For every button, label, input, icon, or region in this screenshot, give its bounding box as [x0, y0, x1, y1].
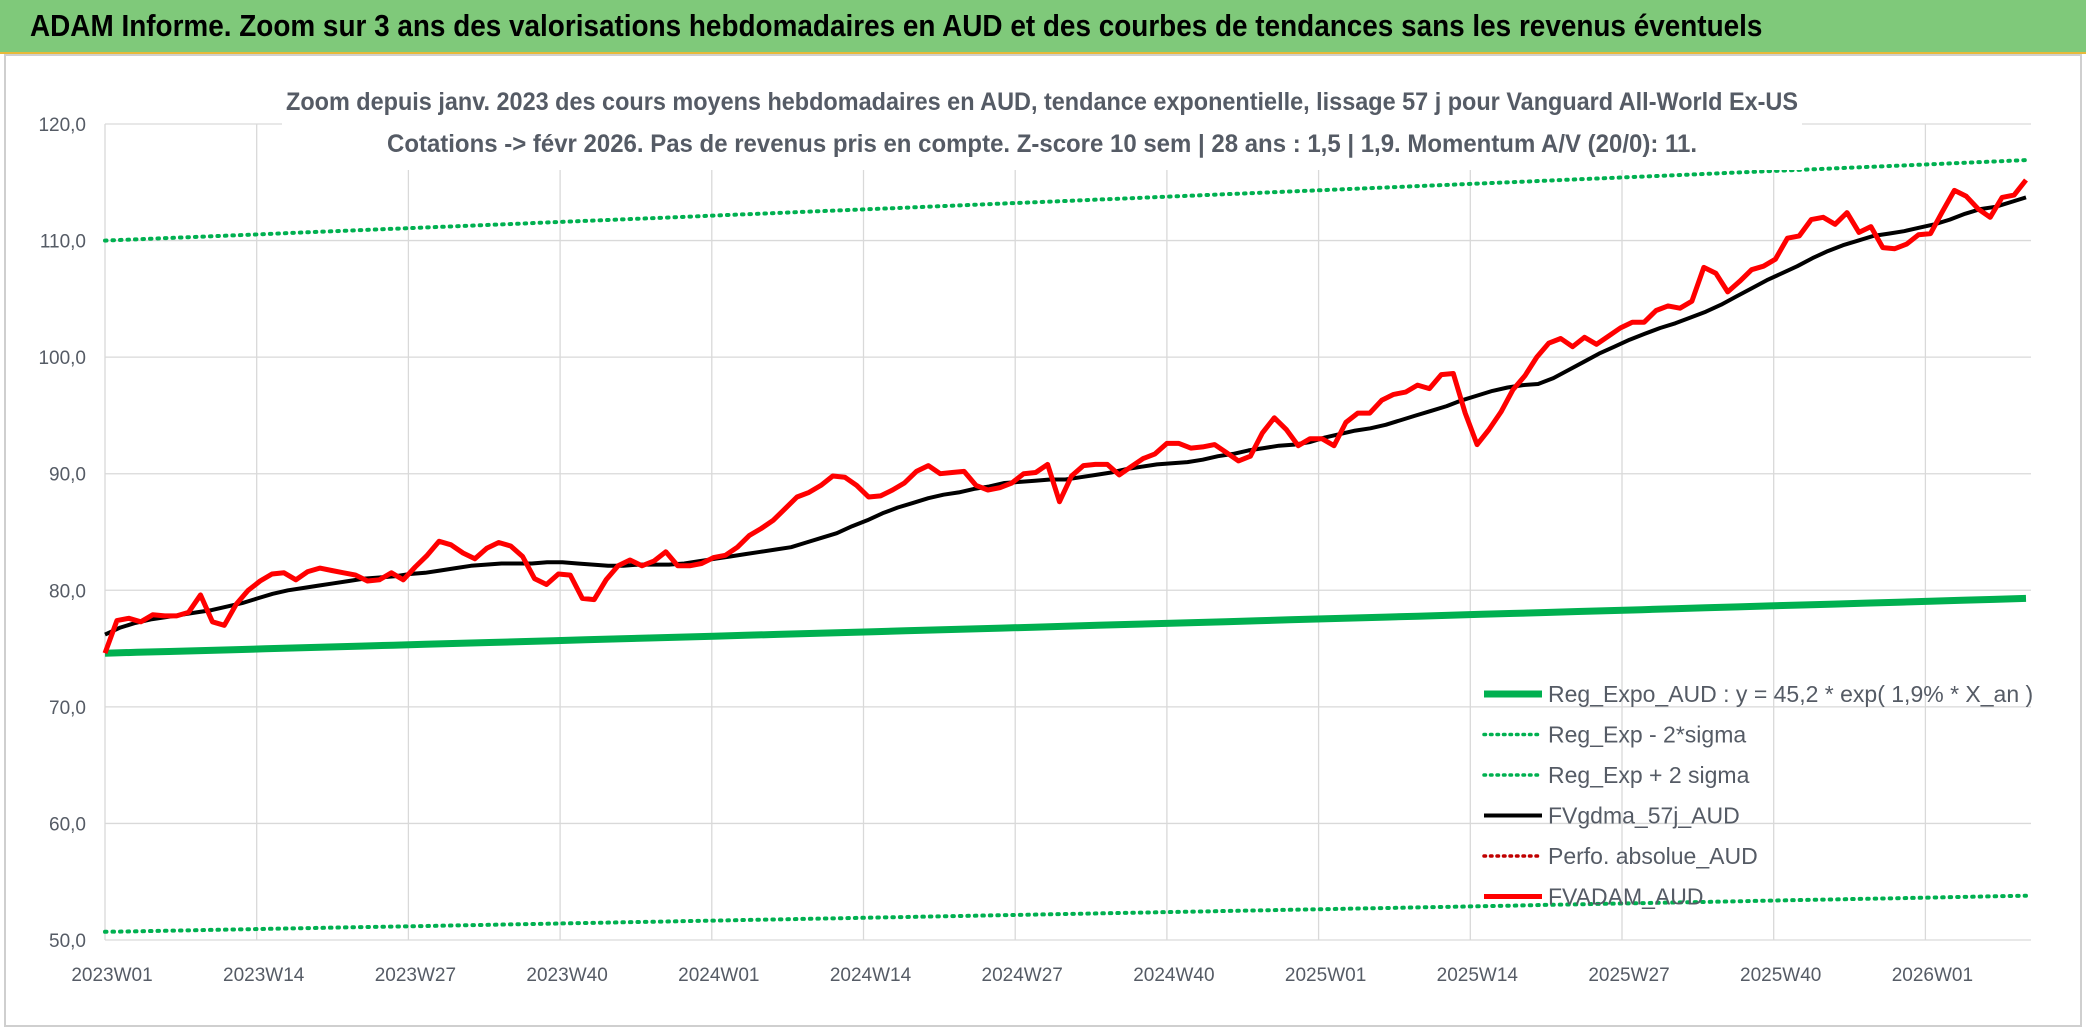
chart-title-line-2: Cotations -> févr 2026. Pas de revenus p…	[387, 130, 1697, 158]
y-tick-label: 120,0	[38, 115, 86, 136]
legend-label: Reg_Exp - 2*sigma	[1548, 722, 1746, 748]
series-reg-exp-plus-2sigma	[103, 158, 2028, 243]
series-fvgdma	[104, 195, 2027, 637]
series-layer	[102, 158, 2028, 934]
y-tick-label: 60,0	[49, 814, 86, 835]
legend: Reg_Expo_AUD : y = 45,2 * exp( 1,9% * X_…	[1482, 681, 2033, 910]
y-tick-label: 50,0	[49, 931, 86, 952]
y-axis: 50,0 60,0 70,0 80,0 90,0 100,0 110,0 120,0	[38, 115, 86, 952]
x-tick-label: 2023W14	[223, 965, 305, 986]
chart-frame	[4, 54, 2082, 1027]
legend-label: Reg_Expo_AUD : y = 45,2 * exp( 1,9% * X_…	[1548, 681, 2033, 707]
x-tick-label: 2023W01	[71, 965, 152, 986]
y-tick-label: 90,0	[49, 465, 86, 486]
y-tick-label: 110,0	[40, 232, 86, 253]
x-tick-label: 2025W27	[1588, 965, 1669, 986]
x-tick-label: 2024W01	[678, 965, 759, 986]
legend-label: Reg_Exp + 2 sigma	[1548, 762, 1750, 788]
series-fvadam	[102, 178, 2028, 655]
x-tick-label: 2025W01	[1285, 965, 1366, 986]
x-axis: 2023W01 2023W14 2023W27 2023W40 2024W01 2024W…	[71, 965, 1973, 986]
series-reg-exp-minus-2sigma	[103, 893, 2028, 934]
y-tick-label: 70,0	[49, 698, 86, 719]
series-reg-expo	[104, 594, 2027, 657]
legend-label: FVADAM_AUD	[1548, 884, 1704, 910]
y-tick-label: 80,0	[49, 581, 86, 602]
header-banner: ADAM Informe. Zoom sur 3 ans des valoris…	[0, 0, 2086, 54]
page-title: ADAM Informe. Zoom sur 3 ans des valoris…	[30, 8, 1763, 43]
legend-label: Perfo. absolue_AUD	[1548, 843, 1758, 869]
x-tick-label: 2023W40	[526, 965, 607, 986]
x-tick-label: 2023W27	[375, 965, 456, 986]
x-tick-label: 2025W40	[1740, 965, 1821, 986]
y-tick-label: 100,0	[38, 348, 86, 369]
x-tick-label: 2024W27	[982, 965, 1063, 986]
chart-title-line-1: Zoom depuis janv. 2023 des cours moyens …	[286, 88, 1798, 116]
x-tick-label: 2024W14	[830, 965, 912, 986]
x-tick-label: 2025W14	[1437, 965, 1519, 986]
legend-label: FVgdma_57j_AUD	[1548, 803, 1740, 829]
x-tick-label: 2024W40	[1133, 965, 1214, 986]
grid	[104, 123, 2031, 941]
x-tick-label: 2026W01	[1892, 965, 1973, 986]
title-background	[282, 78, 1802, 170]
